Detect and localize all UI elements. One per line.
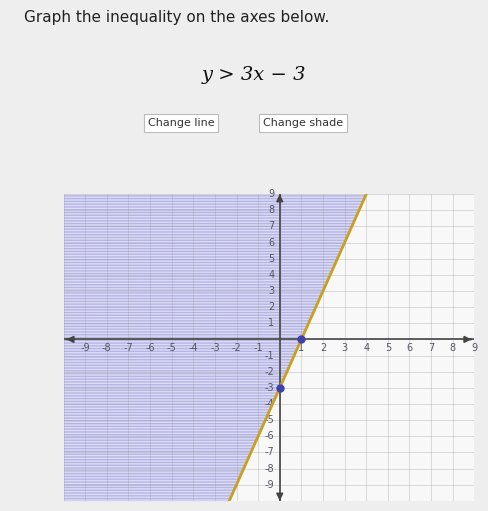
Text: y > 3x − 3: y > 3x − 3 (202, 66, 306, 84)
Text: 8: 8 (449, 343, 455, 354)
Text: -8: -8 (102, 343, 111, 354)
Text: -4: -4 (188, 343, 198, 354)
Text: -8: -8 (264, 463, 274, 474)
Text: 6: 6 (268, 238, 274, 248)
Text: 3: 3 (341, 343, 347, 354)
Text: -3: -3 (264, 383, 274, 393)
Text: -6: -6 (264, 431, 274, 441)
Text: -2: -2 (264, 367, 274, 377)
Text: 3: 3 (268, 286, 274, 296)
Text: 4: 4 (268, 270, 274, 280)
Text: -9: -9 (264, 480, 274, 490)
Text: -7: -7 (264, 447, 274, 457)
Text: 9: 9 (268, 189, 274, 199)
Text: 7: 7 (267, 221, 274, 231)
Text: Change line: Change line (147, 118, 214, 128)
Text: -5: -5 (166, 343, 176, 354)
Text: 8: 8 (268, 205, 274, 215)
Text: -6: -6 (145, 343, 155, 354)
Text: 7: 7 (427, 343, 433, 354)
Text: -1: -1 (264, 351, 274, 361)
Text: -7: -7 (123, 343, 133, 354)
Text: 6: 6 (406, 343, 412, 354)
Text: -1: -1 (253, 343, 263, 354)
Text: 1: 1 (298, 343, 304, 354)
Text: -4: -4 (264, 399, 274, 409)
Text: Change shade: Change shade (263, 118, 343, 128)
Text: 9: 9 (470, 343, 476, 354)
Text: 5: 5 (384, 343, 390, 354)
Text: Graph the inequality on the axes below.: Graph the inequality on the axes below. (24, 10, 329, 25)
Text: 1: 1 (268, 318, 274, 328)
Text: 2: 2 (267, 302, 274, 312)
Text: 2: 2 (319, 343, 325, 354)
Text: -5: -5 (264, 415, 274, 425)
Text: -2: -2 (231, 343, 241, 354)
Text: -3: -3 (210, 343, 219, 354)
Text: 5: 5 (267, 254, 274, 264)
Text: -9: -9 (80, 343, 90, 354)
Text: 4: 4 (363, 343, 368, 354)
